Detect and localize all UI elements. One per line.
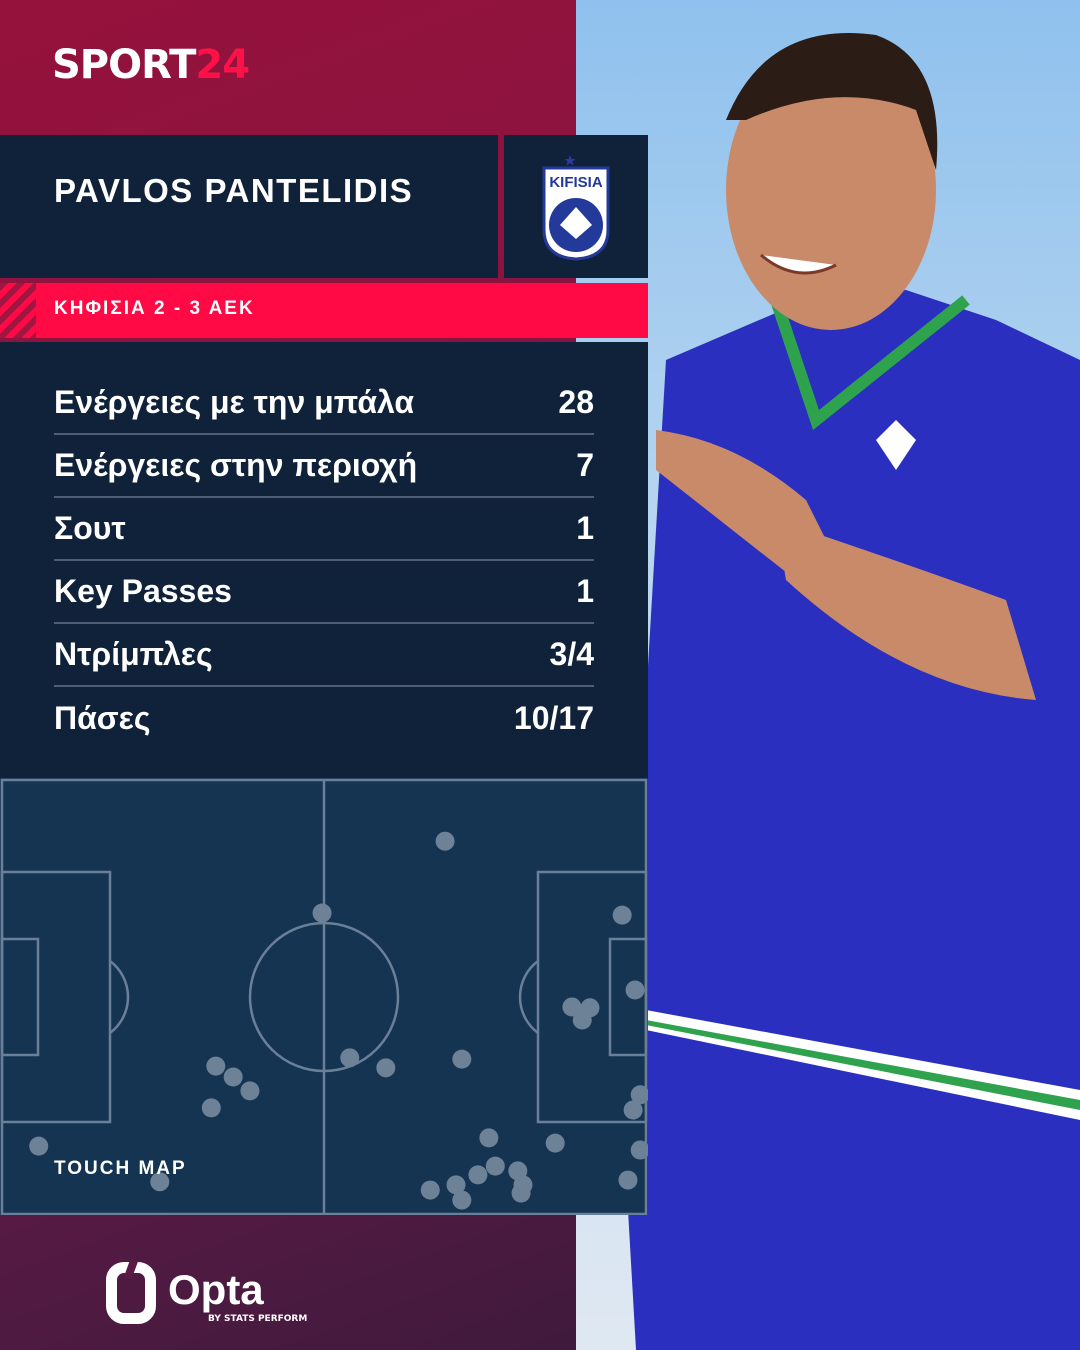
name-panel [0,135,498,278]
touch-point [150,1172,170,1192]
stat-value: 10/17 [513,700,594,736]
stat-value: 28 [558,384,594,420]
stat-row: Ενέργειες στην περιοχή 7 [54,435,594,498]
match-score: ΚΗΦΙΣΙΑ 2 - 3 ΑΕΚ [54,298,255,319]
touch-point [435,831,455,851]
touch-point [340,1048,360,1068]
svg-text:KIFISIA: KIFISIA [549,174,603,191]
touch-point [545,1133,565,1153]
stat-row: Ντρίμπλες 3/4 [54,624,594,687]
club-badge-icon: KIFISIA [542,155,610,261]
stat-value: 1 [576,510,594,546]
stat-label: Key Passes [54,573,232,609]
stat-row: Σουτ 1 [54,498,594,561]
touch-map-title: TOUCH MAP [54,1158,187,1179]
player-name: PAVLOS PANTELIDIS [54,172,414,209]
touch-point [420,1180,440,1200]
stat-label: Πάσες [54,700,151,736]
touch-point [452,1049,472,1069]
touch-point [29,1136,49,1156]
touch-point [630,1140,648,1160]
touch-point [452,1190,472,1210]
opta-subtitle: BY STATS PERFORM [208,1314,308,1324]
touch-point [612,905,632,925]
touch-point [376,1058,396,1078]
touch-point [479,1128,499,1148]
stat-row: Πάσες 10/17 [54,687,594,750]
opta-wordmark: Opta [168,1266,264,1313]
pitch-lines [0,778,648,1215]
stat-label: Σουτ [54,510,126,546]
stat-row: Key Passes 1 [54,561,594,624]
touch-point [562,997,582,1017]
match-bar [0,283,648,338]
stat-value: 1 [576,573,594,609]
stat-label: Ενέργειες με την μπάλα [54,384,415,420]
stat-value: 7 [576,447,594,483]
touch-map-pitch [0,778,648,1215]
touch-point [623,1100,643,1120]
touch-point [630,1085,648,1105]
stat-row: Ενέργειες με την μπάλα 28 [54,372,594,435]
opta-logo: Opta BY STATS PERFORM [106,1262,307,1325]
touch-point [312,903,332,923]
opta-mark-icon [106,1262,156,1324]
club-badge-panel: KIFISIA [504,135,648,278]
touch-point [206,1056,226,1076]
stat-label: Ντρίμπλες [54,636,213,672]
touch-point [223,1067,243,1087]
stat-label: Ενέργειες στην περιοχή [54,447,418,483]
stat-value: 3/4 [549,636,594,672]
touch-point [618,1170,638,1190]
touch-point [240,1081,260,1101]
player-photo [576,0,1080,1350]
touch-point [511,1183,531,1203]
touch-point [625,980,645,1000]
touch-point [572,1010,592,1030]
touch-point [446,1175,466,1195]
touch-point [201,1098,221,1118]
sport24-logo: SPORT24 [52,42,250,88]
touch-point [485,1156,505,1176]
touch-point [468,1165,488,1185]
